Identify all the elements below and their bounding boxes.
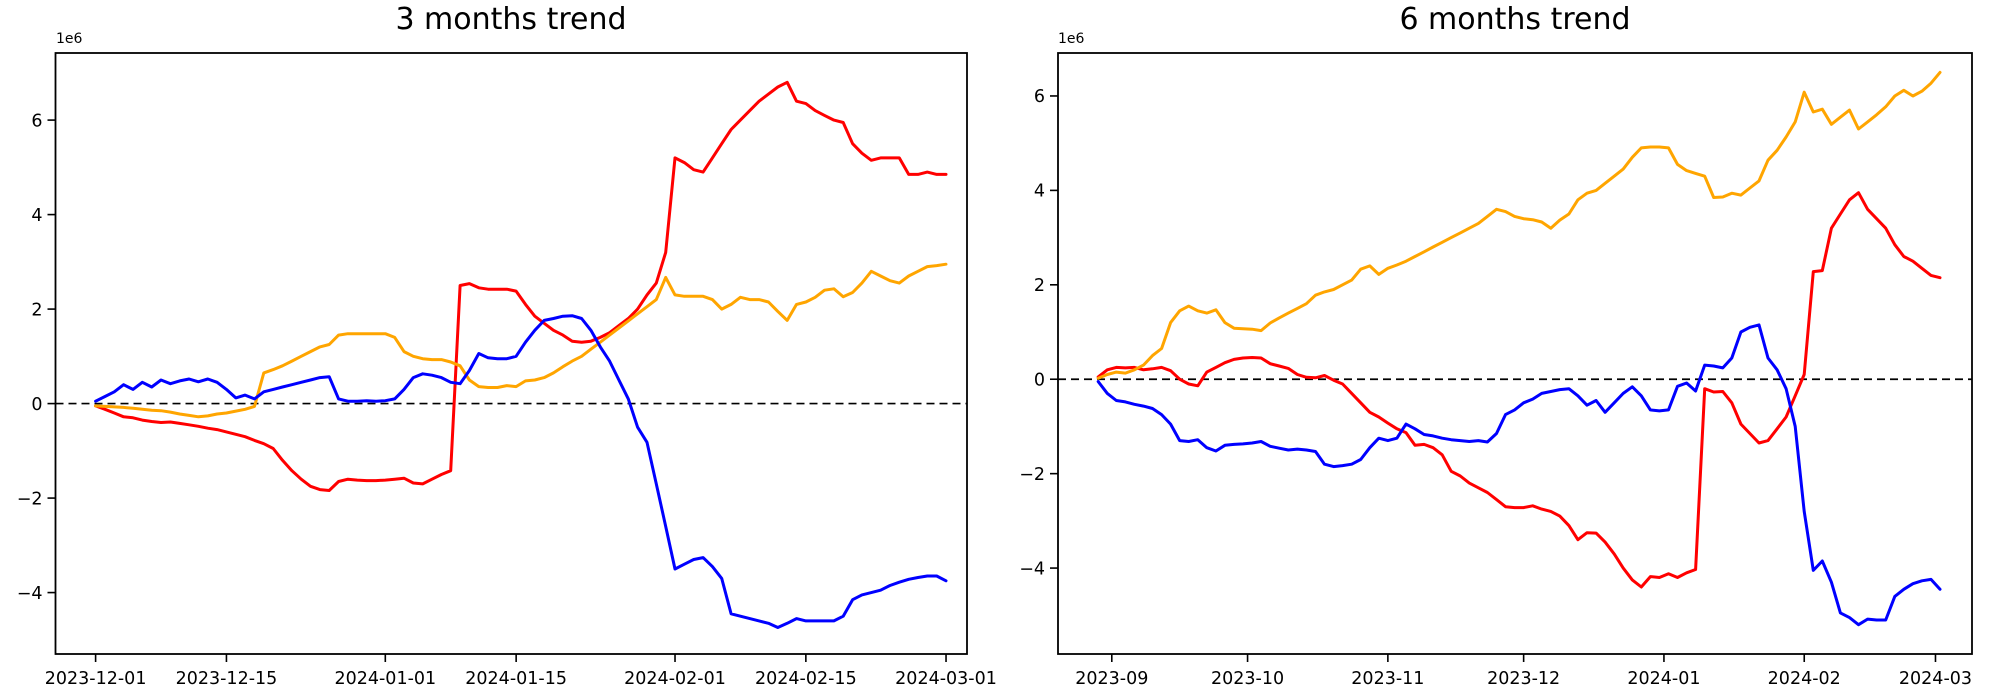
series-line-orange xyxy=(94,262,948,419)
x-tick-label: 2024-03-01 xyxy=(895,669,997,689)
y-tick-label: −4 xyxy=(1019,559,1045,579)
y-tick-label: −2 xyxy=(1019,465,1045,485)
y-tick-label: 4 xyxy=(1034,182,1045,202)
x-tick-label: 2023-09 xyxy=(1075,669,1148,689)
x-tick-label: 2024-02-15 xyxy=(755,669,857,689)
y-tick-label: 0 xyxy=(31,395,42,415)
x-tick-label: 2024-01-01 xyxy=(334,669,436,689)
y-tick-label: 2 xyxy=(1034,276,1045,296)
y-tick-label: 2 xyxy=(31,300,42,320)
y-tick-label: −4 xyxy=(17,584,43,604)
x-tick-label: 2024-02 xyxy=(1768,669,1841,689)
x-tick-label: 2023-10 xyxy=(1211,669,1284,689)
y-tick-label: 6 xyxy=(31,111,42,131)
y-tick-label: 4 xyxy=(31,206,42,226)
x-tick-label: 2023-12 xyxy=(1487,669,1560,689)
series-line-red xyxy=(1096,191,1942,589)
y-axis-offset-label-right: 1e6 xyxy=(1058,31,1085,47)
y-tick-label: 6 xyxy=(1034,87,1045,107)
y-tick-label: −2 xyxy=(17,489,43,509)
chart-canvas-3-months-trend: 2023-12-01 2023-12-15 2024-01-01 2024-01-15… xyxy=(17,52,997,689)
y-axis-offset-label-left: 1e6 xyxy=(56,31,83,47)
series-line-orange xyxy=(1096,70,1942,380)
axes-border xyxy=(54,52,968,655)
y-tick-label: 0 xyxy=(1034,370,1045,390)
series-line-blue xyxy=(1096,323,1942,627)
axes-border xyxy=(1057,52,1973,655)
series-line-blue xyxy=(94,314,948,629)
x-tick-label: 2024-01 xyxy=(1627,669,1700,689)
x-tick-label: 2023-12-01 xyxy=(45,669,147,689)
series-line-red xyxy=(94,80,948,492)
x-tick-label: 2023-12-15 xyxy=(176,669,278,689)
x-tick-label: 2024-03 xyxy=(1899,669,1972,689)
x-tick-label: 2024-01-15 xyxy=(465,669,567,689)
chart-title-3-months: 3 months trend xyxy=(395,2,627,37)
x-tick-label: 2023-11 xyxy=(1351,669,1424,689)
chart-title-6-months: 6 months trend xyxy=(1399,2,1631,37)
chart-canvas-6-months-trend: 2023-09 2023-10 2023-11 2023-12 2024-01 2024-… xyxy=(1019,52,1973,689)
x-tick-label: 2024-02-01 xyxy=(624,669,726,689)
